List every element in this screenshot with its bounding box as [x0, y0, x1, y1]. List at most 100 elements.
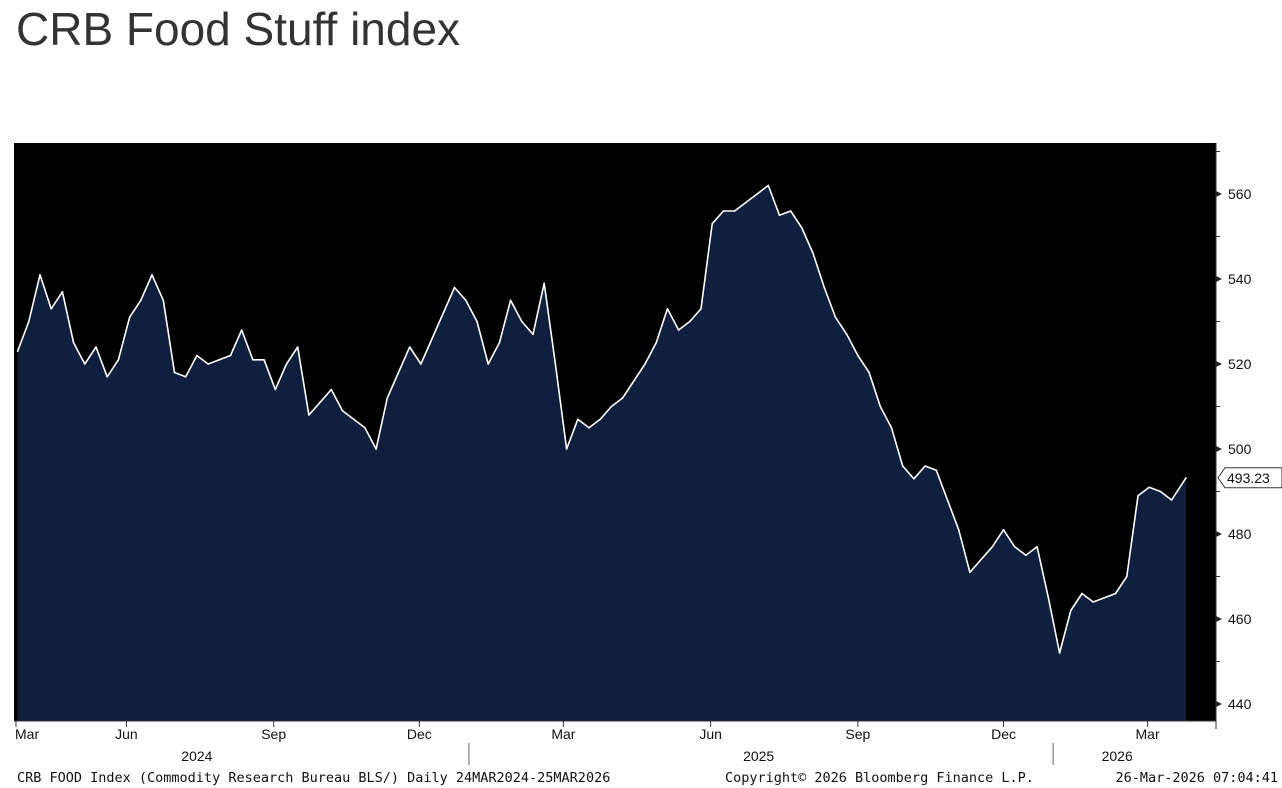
data-point — [498, 342, 501, 344]
data-point — [745, 201, 747, 204]
x-tick-label: Sep — [261, 726, 286, 742]
data-point — [453, 286, 456, 289]
last-value-tag — [1217, 467, 1282, 489]
data-point — [1058, 652, 1061, 654]
data-point — [84, 363, 86, 365]
data-point — [1036, 546, 1038, 548]
y-tick-mark — [1216, 191, 1222, 197]
data-point — [588, 427, 590, 429]
data-point — [845, 333, 848, 336]
data-point — [196, 354, 198, 357]
data-point — [868, 371, 870, 374]
year-label: 2026 — [1102, 748, 1133, 764]
last-value-label: 493.23 — [1227, 470, 1270, 486]
data-point — [1013, 546, 1016, 548]
data-point — [633, 380, 635, 382]
x-tick-label: Dec — [407, 726, 432, 742]
data-point — [397, 371, 400, 374]
data-point — [957, 529, 960, 531]
data-point — [106, 376, 108, 378]
data-point — [980, 558, 982, 561]
data-point — [28, 320, 30, 323]
data-point — [408, 346, 411, 348]
data-point — [509, 299, 512, 302]
data-point — [722, 210, 725, 212]
data-point — [644, 363, 646, 365]
data-point — [308, 414, 310, 416]
data-point — [330, 388, 333, 391]
data-point — [61, 291, 64, 293]
data-point — [140, 299, 142, 302]
data-point — [431, 337, 433, 340]
data-point — [801, 227, 803, 229]
data-point — [1137, 495, 1139, 497]
data-point — [812, 252, 814, 255]
series-area — [17, 185, 1187, 721]
y-tick-mark — [1216, 361, 1222, 367]
data-point — [543, 282, 545, 285]
data-point — [274, 388, 277, 391]
data-point — [711, 222, 713, 225]
data-point — [756, 193, 758, 195]
footer-timestamp: 26-Mar-2026 07:04:41 — [1115, 770, 1278, 786]
data-point — [319, 401, 321, 404]
year-label: 2024 — [181, 748, 212, 764]
data-point — [151, 274, 153, 276]
x-tick-label: Jun — [699, 726, 722, 742]
data-point — [521, 320, 523, 323]
data-point — [532, 333, 534, 336]
data-point — [778, 214, 781, 217]
data-point — [1159, 490, 1162, 493]
data-point — [218, 359, 221, 361]
data-point — [207, 363, 209, 365]
x-tick-label: Mar — [1136, 726, 1160, 742]
axis-layer: 440 460 480 500 520 540 560 Mar Jun Sep Dec Mar Jun S… — [14, 143, 1282, 765]
data-point — [890, 427, 893, 429]
data-point — [913, 478, 915, 480]
y-tick-label: 500 — [1228, 441, 1252, 457]
y-tick-label: 440 — [1228, 696, 1252, 712]
data-point — [834, 316, 837, 319]
data-point — [677, 329, 680, 331]
footer-copyright: Copyright© 2026 Bloomberg Finance L.P. — [725, 770, 1034, 786]
data-point — [1148, 486, 1150, 489]
y-tick-mark — [1216, 531, 1222, 537]
data-point — [240, 329, 243, 331]
data-point — [767, 184, 770, 187]
y-tick-label: 540 — [1228, 271, 1252, 287]
data-point — [1114, 592, 1117, 595]
data-point — [1170, 499, 1173, 501]
y-tick-label: 480 — [1228, 526, 1252, 542]
data-point — [969, 571, 971, 574]
data-point — [1126, 575, 1128, 578]
x-tick-label: Dec — [991, 726, 1016, 742]
y-tick-label: 520 — [1228, 356, 1252, 372]
data-point — [879, 405, 882, 408]
data-point — [352, 418, 355, 421]
data-point — [173, 371, 176, 374]
data-point — [296, 346, 299, 348]
data-point — [689, 320, 691, 323]
data-point — [476, 320, 478, 323]
data-point — [565, 448, 568, 450]
data-point — [610, 405, 613, 408]
data-point — [95, 346, 97, 348]
data-point — [465, 299, 467, 302]
data-point — [599, 418, 601, 421]
data-point — [341, 410, 344, 412]
data-point — [229, 354, 232, 357]
data-point — [733, 210, 736, 212]
data-point — [1070, 609, 1072, 612]
data-point — [442, 312, 445, 314]
data-point — [72, 342, 75, 344]
footer-source: CRB FOOD Index (Commodity Research Burea… — [17, 770, 610, 786]
data-point — [1092, 601, 1094, 603]
x-tick-label: Jun — [115, 726, 138, 742]
data-point — [1047, 597, 1050, 599]
data-point — [935, 469, 938, 472]
data-point — [621, 397, 624, 399]
area-layer — [16, 184, 1187, 721]
x-tick-label: Mar — [551, 726, 575, 742]
footer-layer: CRB FOOD Index (Commodity Research Burea… — [17, 770, 1278, 786]
x-tick-label: Sep — [845, 726, 870, 742]
